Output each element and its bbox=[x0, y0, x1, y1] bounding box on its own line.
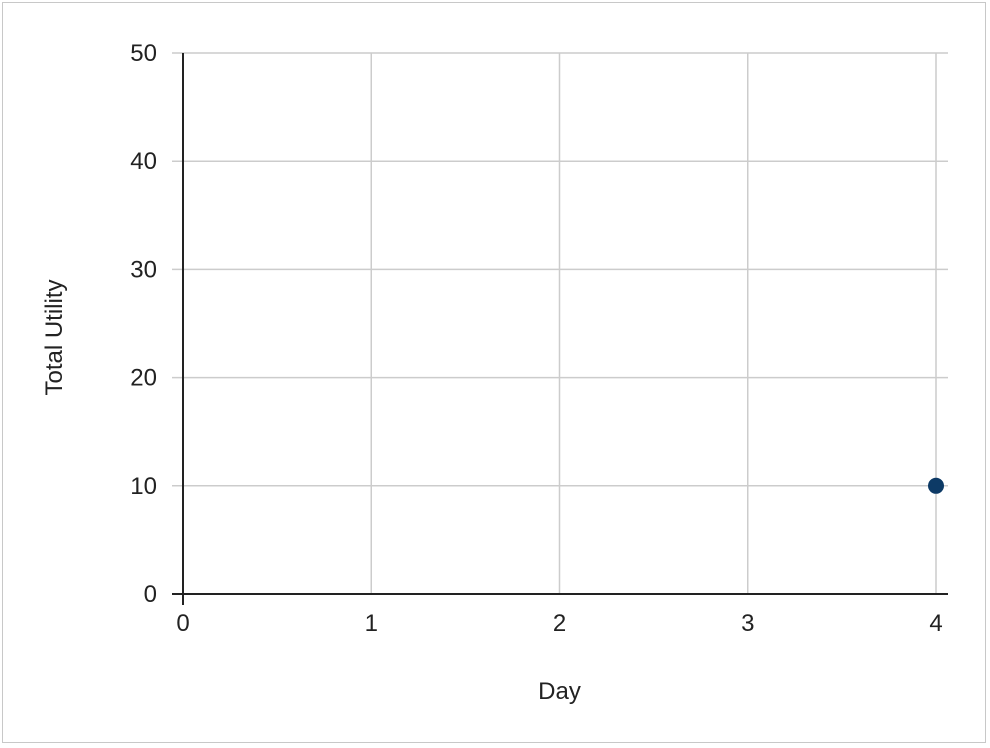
y-tick-label: 50 bbox=[130, 40, 157, 67]
x-axis-title: Day bbox=[538, 678, 581, 705]
y-gridlines bbox=[172, 52, 948, 487]
data-points bbox=[928, 477, 944, 494]
y-tick-label: 30 bbox=[130, 256, 157, 283]
data-point[interactable] bbox=[928, 477, 944, 494]
y-axis-title: Total Utility bbox=[41, 279, 68, 395]
x-tick-label: 0 bbox=[176, 610, 189, 637]
y-tick-label: 10 bbox=[130, 473, 157, 500]
x-tick-label: 1 bbox=[365, 610, 378, 637]
x-gridlines bbox=[370, 53, 937, 594]
x-tick-label: 3 bbox=[741, 610, 754, 637]
x-tick-labels: 0 1 2 3 4 bbox=[176, 610, 942, 637]
y-tick-label: 20 bbox=[130, 365, 157, 392]
y-tick-labels: 0 10 20 30 40 50 bbox=[130, 40, 157, 608]
x-tick-label: 2 bbox=[553, 610, 566, 637]
y-tick-label: 0 bbox=[144, 581, 157, 608]
x-tick-label: 4 bbox=[929, 610, 942, 637]
y-tick-label: 40 bbox=[130, 148, 157, 175]
